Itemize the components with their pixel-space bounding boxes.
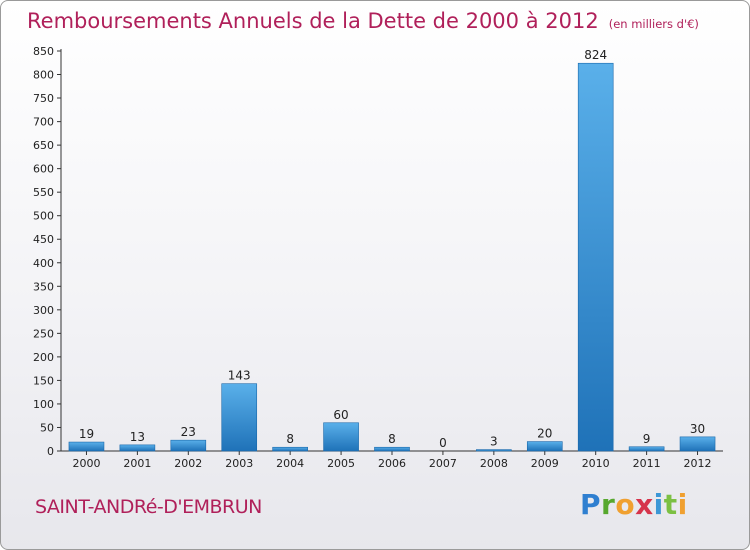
value-label-2009: 20: [537, 427, 552, 441]
chart-title: Remboursements Annuels de la Dette de 20…: [27, 9, 699, 33]
y-tick-label: 100: [33, 398, 54, 411]
x-tick-label-2005: 2005: [327, 457, 355, 470]
y-tick-label: 650: [33, 139, 54, 152]
chart-axes: 0501001502002503003504004505005506006507…: [33, 45, 723, 470]
proxiti-logo: Proxiti: [580, 488, 688, 521]
value-label-2007: 0: [439, 436, 447, 450]
y-tick-label: 400: [33, 257, 54, 270]
x-tick-label-2010: 2010: [582, 457, 610, 470]
y-tick-label: 500: [33, 210, 54, 223]
bar-2009: [526, 441, 563, 452]
value-label-2001: 13: [130, 430, 145, 444]
bar-2010: [577, 62, 614, 452]
y-tick-label: 200: [33, 351, 54, 364]
value-label-2012: 30: [690, 422, 705, 436]
x-tick-label-2007: 2007: [429, 457, 457, 470]
chart-bars: 19 13 23 143 8 60 8 0 3 20 824 9 30: [68, 48, 716, 452]
y-tick-label: 600: [33, 163, 54, 176]
y-tick-label: 300: [33, 304, 54, 317]
y-tick-label: 550: [33, 186, 54, 199]
value-label-2011: 9: [643, 432, 651, 446]
x-tick-label-2001: 2001: [123, 457, 151, 470]
x-tick-label-2011: 2011: [633, 457, 661, 470]
bar-2003: [221, 383, 258, 452]
bar-2005: [323, 422, 359, 452]
value-label-2002: 23: [181, 425, 196, 439]
x-tick-label-2002: 2002: [174, 457, 202, 470]
value-label-2008: 3: [490, 435, 498, 449]
value-label-2010: 824: [584, 48, 607, 62]
chart-title-text: Remboursements Annuels de la Dette de 20…: [27, 9, 599, 33]
y-tick-label: 750: [33, 92, 54, 105]
commune-name: SAINT-ANDRé-D'EMBRUN: [35, 496, 262, 518]
x-tick-label-2009: 2009: [531, 457, 559, 470]
bar-2001: [119, 444, 156, 452]
x-tick-label-2006: 2006: [378, 457, 406, 470]
value-label-2006: 8: [388, 432, 396, 446]
y-tick-label: 700: [33, 116, 54, 129]
bar-2008: [476, 449, 512, 452]
value-label-2004: 8: [286, 432, 294, 446]
x-tick-label-2012: 2012: [684, 457, 712, 470]
y-tick-label: 250: [33, 327, 54, 340]
y-tick-label: 0: [47, 445, 54, 458]
bar-2006: [374, 446, 410, 452]
bar-2011: [628, 446, 665, 452]
value-label-2003: 143: [228, 369, 251, 383]
bar-2002: [170, 439, 207, 452]
value-label-2005: 60: [333, 408, 348, 422]
y-tick-label: 850: [33, 45, 54, 58]
y-tick-label: 50: [40, 421, 54, 434]
x-tick-label-2003: 2003: [225, 457, 253, 470]
x-tick-label-2000: 2000: [72, 457, 100, 470]
y-tick-label: 800: [33, 69, 54, 82]
bar-2000: [68, 441, 105, 452]
bar-2012: [679, 436, 716, 452]
y-tick-label: 450: [33, 233, 54, 246]
x-tick-label-2004: 2004: [276, 457, 304, 470]
y-tick-label: 350: [33, 280, 54, 293]
y-tick-label: 150: [33, 374, 54, 387]
bar-2004: [272, 446, 308, 452]
chart-unit: (en milliers d'€): [608, 17, 699, 31]
value-label-2000: 19: [79, 427, 94, 441]
x-tick-label-2008: 2008: [480, 457, 508, 470]
